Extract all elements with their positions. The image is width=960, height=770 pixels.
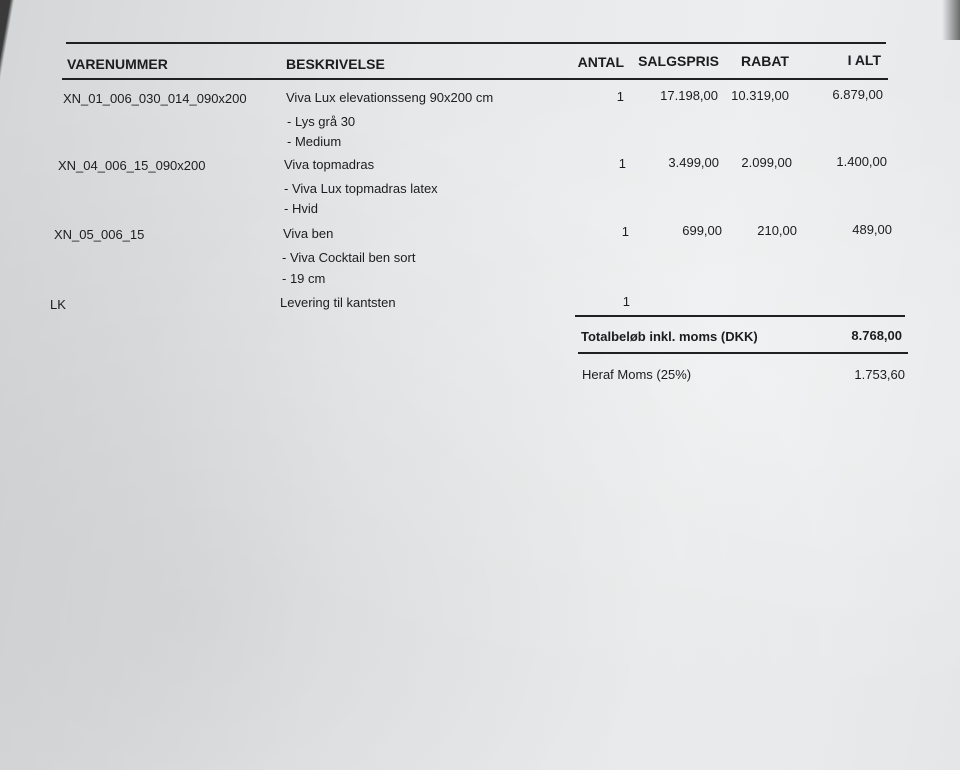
cell-antal: 1 — [621, 224, 629, 239]
cell-rabat: 2.099,00 — [741, 155, 792, 170]
cell-beskrivelse: Viva topmadras — [284, 157, 375, 172]
header-rule — [62, 78, 888, 80]
header-antal: ANTAL — [577, 54, 624, 70]
cell-beskrivelse: Levering til kantsten — [280, 295, 396, 310]
total-value: 8.768,00 — [851, 328, 902, 343]
cell-i-alt: 489,00 — [852, 222, 892, 237]
cell-varenummer: XN_01_006_030_014_090x200 — [63, 91, 247, 106]
cell-antal: 1 — [616, 89, 624, 104]
cell-detail: - Medium — [287, 134, 342, 149]
header-rabat: RABAT — [741, 53, 789, 69]
cell-salgspris: 3.499,00 — [668, 155, 719, 170]
cell-detail: - 19 cm — [282, 271, 326, 286]
cell-varenummer: XN_05_006_15 — [54, 227, 145, 242]
cell-salgspris: 699,00 — [682, 223, 722, 238]
background-corner — [942, 0, 960, 40]
header-salgspris: SALGSPRIS — [638, 53, 719, 69]
vat-label: Heraf Moms (25%) — [582, 367, 692, 382]
header-beskrivelse: BESKRIVELSE — [286, 56, 385, 72]
cell-salgspris: 17.198,00 — [660, 88, 718, 103]
totals-rule — [575, 315, 905, 317]
cell-detail: - Viva Lux topmadras latex — [284, 181, 438, 196]
cell-detail: - Lys grå 30 — [287, 114, 356, 129]
table-top-rule — [66, 42, 886, 44]
cell-rabat: 210,00 — [757, 223, 797, 238]
header-i-alt: I ALT — [847, 52, 881, 68]
cell-detail: - Hvid — [284, 201, 318, 216]
cell-i-alt: 6.879,00 — [832, 87, 883, 102]
cell-beskrivelse: Viva Lux elevationsseng 90x200 cm — [286, 90, 494, 105]
cell-antal: 1 — [618, 156, 626, 171]
cell-beskrivelse: Viva ben — [283, 226, 334, 241]
cell-varenummer: LK — [50, 297, 66, 312]
cell-varenummer: XN_04_006_15_090x200 — [58, 158, 206, 173]
vat-value: 1.753,60 — [854, 367, 905, 382]
cell-rabat: 10.319,00 — [731, 88, 789, 103]
cell-i-alt: 1.400,00 — [836, 154, 887, 169]
cell-detail: - Viva Cocktail ben sort — [282, 250, 416, 265]
vat-rule — [578, 352, 908, 354]
header-varenummer: VARENUMMER — [67, 56, 168, 72]
total-label: Totalbeløb inkl. moms (DKK) — [581, 329, 758, 344]
cell-antal: 1 — [622, 294, 630, 309]
